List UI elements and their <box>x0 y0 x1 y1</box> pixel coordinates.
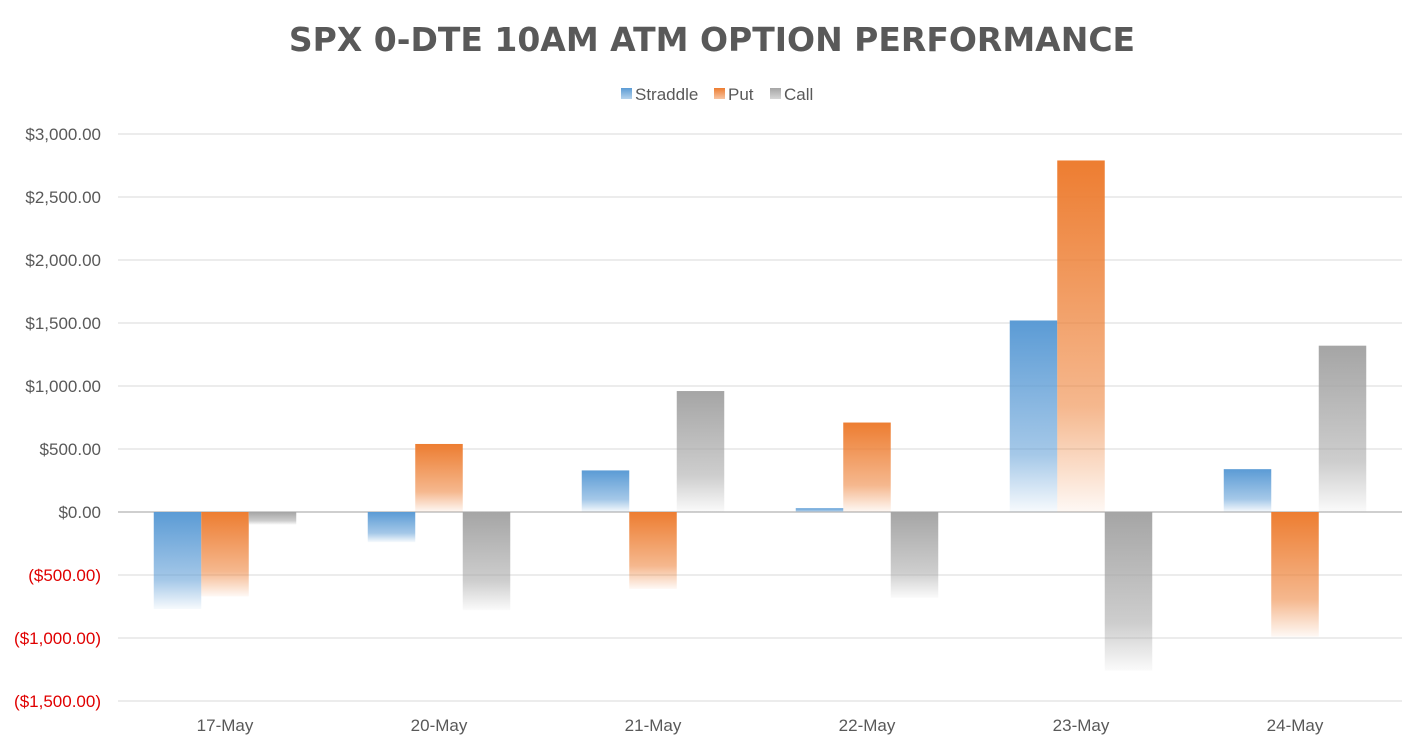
y-tick-label: $3,000.00 <box>25 125 101 144</box>
bar-put-20-may <box>415 443 463 512</box>
y-tick-label: ($1,500.00) <box>14 692 101 711</box>
x-tick-label: 22-May <box>839 716 896 735</box>
bar-straddle-23-may <box>1009 320 1058 512</box>
y-tick-label: $1,500.00 <box>25 314 101 333</box>
legend-label: Call <box>784 85 813 104</box>
bar-put-22-may <box>843 422 891 512</box>
bar-call-21-may <box>676 391 725 512</box>
bar-straddle-22-may <box>795 508 844 512</box>
y-tick-label: $2,500.00 <box>25 188 101 207</box>
legend-swatch <box>714 88 725 99</box>
legend-swatch <box>770 88 781 99</box>
y-axis-tick-labels: ($1,500.00) ($1,000.00) ($500.00) $0.00 $500… <box>14 125 101 711</box>
bar-call-17-may <box>248 512 297 525</box>
legend-label: Straddle <box>635 85 698 104</box>
gridlines <box>118 133 1402 702</box>
x-tick-label: 24-May <box>1267 716 1324 735</box>
bar-call-20-may <box>462 512 511 611</box>
bar-straddle-17-may <box>153 512 202 610</box>
legend-item-put: Put <box>714 85 754 104</box>
bar-straddle-20-may <box>367 512 416 543</box>
y-tick-label: $500.00 <box>40 440 101 459</box>
bar-straddle-21-may <box>581 470 630 512</box>
legend-item-straddle: Straddle <box>621 85 698 104</box>
y-tick-label: $0.00 <box>58 503 101 522</box>
x-tick-label: 23-May <box>1053 716 1110 735</box>
bar-put-21-may <box>629 512 677 589</box>
y-tick-label: $1,000.00 <box>25 377 101 396</box>
bar-call-23-may <box>1104 512 1153 671</box>
x-tick-label: 20-May <box>411 716 468 735</box>
chart-title: SPX 0-DTE 10AM ATM OPTION PERFORMANCE <box>289 20 1135 59</box>
legend: Straddle Put Call <box>621 85 813 104</box>
bars <box>153 160 1367 671</box>
y-tick-label: $2,000.00 <box>25 251 101 270</box>
bar-put-24-may <box>1271 512 1319 637</box>
x-tick-label: 17-May <box>197 716 254 735</box>
bar-straddle-24-may <box>1223 469 1272 512</box>
bar-put-17-may <box>201 512 249 597</box>
bar-call-22-may <box>890 512 939 598</box>
legend-swatch <box>621 88 632 99</box>
x-axis-tick-labels: 17-May 20-May 21-May 22-May 23-May 24-May <box>197 716 1324 735</box>
legend-item-call: Call <box>770 85 813 104</box>
bar-call-24-may <box>1318 345 1367 512</box>
y-tick-label: ($1,000.00) <box>14 629 101 648</box>
bar-put-23-may <box>1057 160 1105 512</box>
y-tick-label: ($500.00) <box>28 566 101 585</box>
x-tick-label: 21-May <box>625 716 682 735</box>
legend-label: Put <box>728 85 754 104</box>
